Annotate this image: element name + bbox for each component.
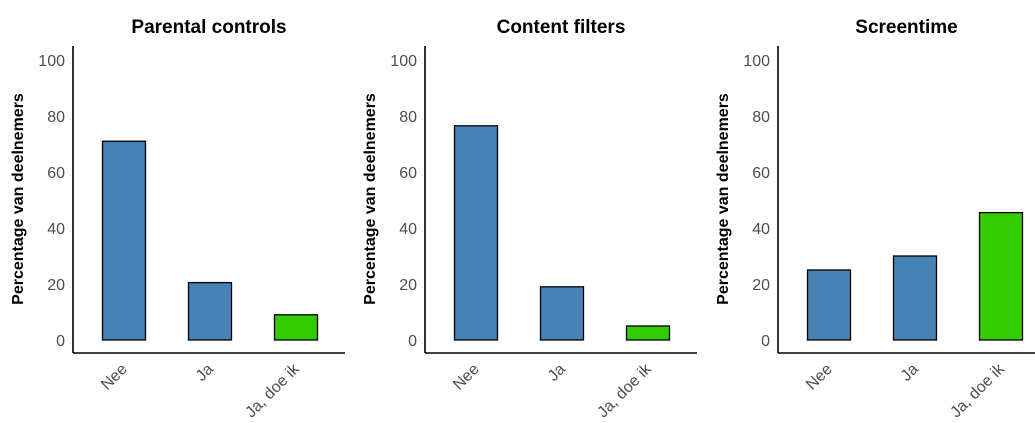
x-tick-label: Ja, doe ik: [594, 360, 655, 421]
bar-nee: [101, 140, 147, 341]
chart-panel-1: Parental controls Percentage van deelneme…: [10, 17, 345, 421]
x-tick-label: Ja: [545, 361, 569, 385]
x-tick-label: Nee: [803, 361, 836, 394]
y-tick-label: 100: [38, 53, 65, 70]
y-tick-label: 0: [761, 333, 770, 350]
bar-nee: [453, 125, 499, 341]
y-tick-label: 100: [743, 53, 770, 70]
y-axis-label: Percentage van deelnemers: [715, 93, 732, 305]
bar-ja-doe-ik: [625, 325, 671, 341]
y-tick-label: 60: [399, 165, 417, 182]
x-tick-label: Ja, doe ik: [947, 360, 1008, 421]
chart-title: Content filters: [497, 17, 626, 38]
y-tick-label: 100: [390, 53, 417, 70]
bar-nee: [806, 269, 852, 341]
x-tick-label: Ja, doe ik: [242, 360, 303, 421]
y-tick-label: 20: [752, 277, 770, 294]
y-tick-label: 20: [399, 277, 417, 294]
bar-ja-doe-ik: [273, 314, 319, 341]
chart-title: Parental controls: [131, 17, 286, 38]
y-tick-label: 0: [408, 333, 417, 350]
y-axis-label: Percentage van deelnemers: [362, 93, 379, 305]
y-tick-label: 60: [752, 165, 770, 182]
y-tick-label: 20: [47, 277, 65, 294]
x-tick-label: Nee: [98, 361, 131, 394]
y-tick-label: 80: [47, 109, 65, 126]
x-tick-label: Ja: [898, 361, 922, 385]
bar-ja: [892, 255, 938, 341]
bar-ja-doe-ik: [978, 211, 1024, 341]
y-tick-label: 80: [399, 109, 417, 126]
chart-title: Screentime: [855, 17, 957, 38]
x-tick-label: Nee: [450, 361, 483, 394]
bar-ja: [539, 286, 585, 341]
x-tick-label: Ja: [193, 361, 217, 385]
y-tick-label: 80: [752, 109, 770, 126]
chart-panel-2: Content filters Percentage van deelnemers…: [362, 17, 697, 421]
y-tick-label: 60: [47, 165, 65, 182]
y-axis-label: Percentage van deelnemers: [10, 93, 27, 305]
y-tick-label: 40: [47, 221, 65, 238]
y-tick-label: 40: [399, 221, 417, 238]
y-tick-label: 40: [752, 221, 770, 238]
y-tick-label: 0: [56, 333, 65, 350]
bar-ja: [187, 281, 233, 341]
chart-panel-3: Screentime Percentage van deelnemers 0 20 40…: [715, 17, 1035, 421]
